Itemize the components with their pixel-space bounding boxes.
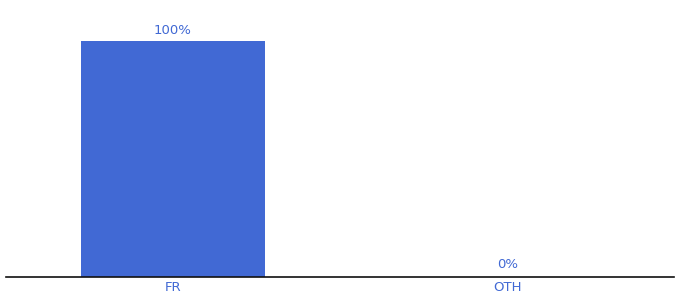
Text: 0%: 0% [496, 258, 517, 271]
Text: 100%: 100% [154, 24, 192, 38]
Bar [81, 41, 265, 277]
